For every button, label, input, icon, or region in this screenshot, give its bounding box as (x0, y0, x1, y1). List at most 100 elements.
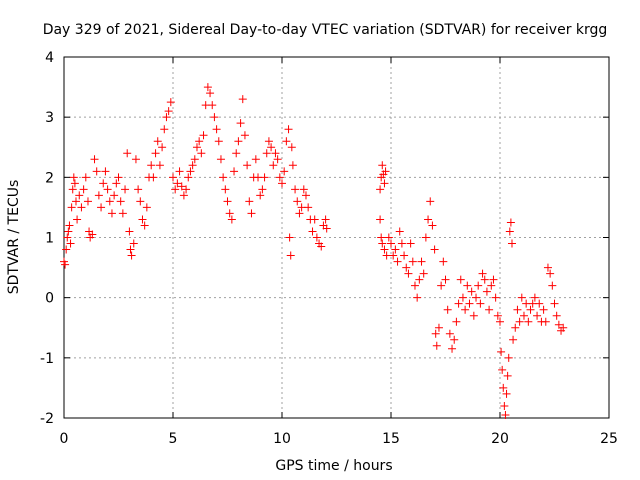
data-point (110, 191, 119, 200)
data-point (66, 239, 75, 248)
data-point (262, 149, 271, 158)
data-point (234, 137, 243, 146)
data-point (493, 311, 502, 320)
data-point (138, 215, 147, 224)
data-point (94, 191, 103, 200)
data-point (236, 119, 245, 128)
data-point (99, 179, 108, 188)
data-point (454, 299, 463, 308)
data-point (131, 155, 140, 164)
data-point (164, 107, 173, 116)
data-point (173, 179, 182, 188)
data-point (153, 137, 162, 146)
y-tick-label: 4 (45, 50, 54, 66)
data-point (90, 155, 99, 164)
data-point (116, 197, 125, 206)
data-point (513, 305, 522, 314)
x-tick-label: 10 (273, 431, 291, 447)
data-point (500, 401, 509, 410)
data-points (60, 83, 568, 419)
data-point (158, 143, 167, 152)
data-point (284, 125, 293, 134)
data-point (548, 281, 557, 290)
data-point (381, 167, 390, 176)
data-point (530, 293, 539, 302)
data-point (487, 281, 496, 290)
data-point (247, 209, 256, 218)
data-point (434, 323, 443, 332)
data-point (404, 269, 413, 278)
data-point (550, 299, 559, 308)
data-point (166, 98, 175, 107)
data-point (541, 317, 550, 326)
data-point (243, 161, 252, 170)
data-point (469, 311, 478, 320)
data-point (162, 113, 171, 122)
data-point (380, 179, 389, 188)
data-point (62, 245, 71, 254)
data-point (88, 230, 97, 239)
data-point (71, 197, 80, 206)
data-point (118, 209, 127, 218)
data-point (509, 335, 518, 344)
data-point (397, 239, 406, 248)
data-point (415, 275, 424, 284)
data-point (175, 167, 184, 176)
data-point (184, 173, 193, 182)
data-point (186, 167, 195, 176)
chart-title: Day 329 of 2021, Sidereal Day-to-day VTE… (43, 22, 608, 38)
data-point (238, 95, 247, 104)
y-tick-label: -1 (40, 351, 54, 367)
data-point (151, 149, 160, 158)
data-point (177, 182, 186, 191)
data-point (287, 143, 296, 152)
data-point (443, 305, 452, 314)
data-point (264, 137, 273, 146)
data-point (278, 179, 286, 188)
data-point (395, 227, 404, 236)
data-point (112, 179, 121, 188)
data-point (195, 137, 204, 146)
data-point (304, 203, 313, 212)
data-point (377, 233, 386, 242)
data-point (123, 149, 132, 158)
data-point (456, 275, 465, 284)
data-point (121, 185, 130, 194)
data-point (190, 155, 199, 164)
data-point (402, 263, 411, 272)
data-point (505, 227, 514, 236)
data-point (251, 155, 260, 164)
data-point (458, 293, 467, 302)
data-point (474, 281, 483, 290)
data-point (546, 269, 555, 278)
data-point (136, 197, 145, 206)
data-point (445, 329, 454, 338)
x-tick-label: 15 (382, 431, 400, 447)
data-point (317, 242, 326, 251)
data-point (378, 239, 387, 248)
data-point (260, 173, 269, 182)
data-point (504, 353, 513, 362)
data-point (554, 320, 563, 329)
data-point (499, 383, 508, 392)
data-point (79, 185, 88, 194)
data-point (147, 161, 156, 170)
data-point (312, 233, 321, 242)
data-point (308, 227, 317, 236)
data-point (61, 260, 70, 269)
y-axis-label: SDTVAR / TECUs (6, 180, 22, 295)
data-point (498, 365, 507, 374)
data-point (406, 239, 415, 248)
data-point (431, 329, 440, 338)
data-point (421, 233, 430, 242)
data-point (225, 209, 234, 218)
data-point (125, 227, 134, 236)
data-point (169, 173, 177, 182)
data-point (81, 173, 90, 182)
data-point (63, 233, 72, 242)
data-point (480, 275, 489, 284)
data-point (503, 371, 512, 380)
data-point (408, 257, 417, 266)
data-point (267, 143, 276, 152)
data-point (489, 275, 498, 284)
